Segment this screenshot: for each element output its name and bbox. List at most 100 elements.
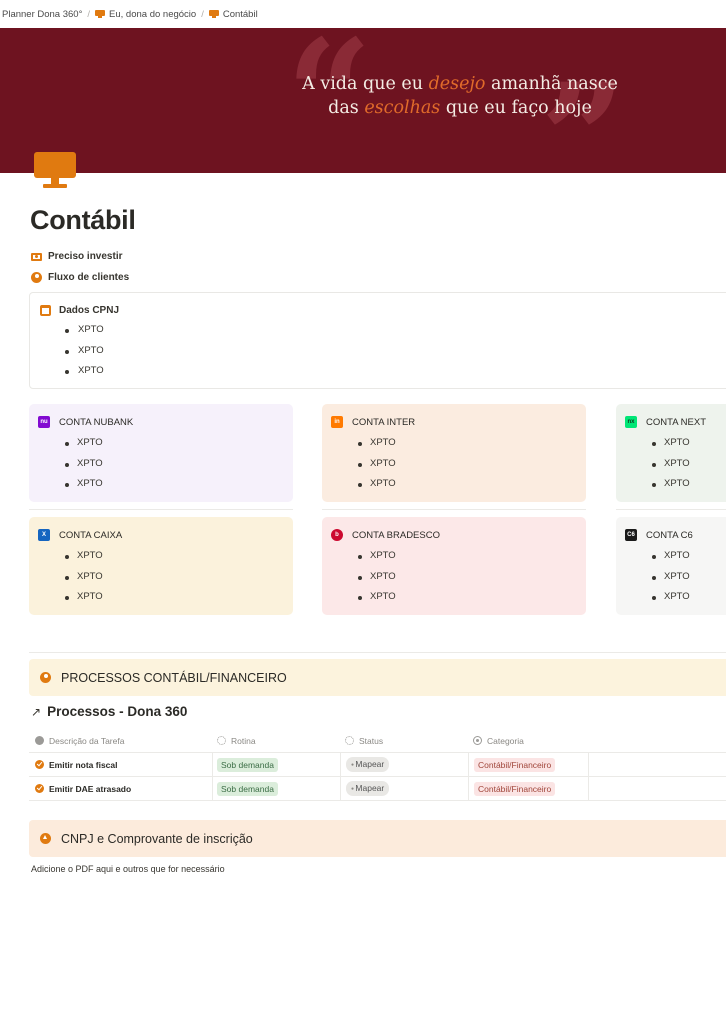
- next-icon: nx: [625, 416, 637, 428]
- page-title: Contábil: [30, 205, 136, 235]
- rotina-tag: Sob demanda: [217, 757, 278, 772]
- card-list: XPTO XPTO XPTO: [331, 433, 586, 495]
- card-next[interactable]: nx CONTA NEXT XPTO XPTO XPTO: [616, 404, 726, 502]
- breadcrumb-separator: /: [87, 8, 91, 20]
- sun-icon: [217, 736, 226, 745]
- upload-icon: [40, 833, 51, 844]
- column-header-rotina[interactable]: Rotina: [212, 729, 340, 752]
- card-title: CONTA NEXT: [646, 416, 706, 428]
- user-icon: [40, 672, 51, 683]
- quote-part: A vida que eu: [302, 74, 429, 94]
- card-nubank[interactable]: nu CONTA NUBANK XPTO XPTO XPTO: [29, 404, 293, 502]
- quote-part: que eu faço hoje: [440, 98, 592, 118]
- list-item: XPTO: [625, 454, 726, 475]
- breadcrumb-item-contabil[interactable]: Contábil: [208, 8, 258, 20]
- column-label: Categoria: [487, 735, 524, 746]
- categoria-tag: Contábil/Financeiro: [474, 781, 556, 796]
- check-circle-icon: [35, 784, 44, 793]
- card-caixa[interactable]: X CONTA CAIXA XPTO XPTO XPTO: [29, 517, 293, 615]
- nubank-icon: nu: [38, 416, 50, 428]
- processos-table: Descrição da Tarefa Rotina Status Catego…: [29, 729, 726, 801]
- list-item: XPTO: [331, 546, 586, 567]
- card-bradesco[interactable]: b CONTA BRADESCO XPTO XPTO XPTO: [322, 517, 586, 615]
- arrow-link-icon: ↗: [31, 704, 42, 719]
- calendar-icon: [40, 305, 51, 316]
- list-item: XPTO: [38, 474, 293, 495]
- loading-icon: [345, 736, 354, 745]
- list-item: XPTO: [38, 567, 293, 588]
- cover-banner: “ ” A vida que eu desejo amanhã nasce da…: [0, 28, 726, 173]
- card-title: CONTA NUBANK: [59, 416, 134, 428]
- card-header: in CONTA INTER: [331, 416, 586, 428]
- breadcrumb-item-planner[interactable]: Planner Dona 360°: [2, 9, 82, 20]
- quote-part: das: [328, 98, 365, 118]
- database-title[interactable]: ↗ Processos - Dona 360: [31, 704, 187, 719]
- list-item: XPTO: [331, 433, 586, 454]
- table-row[interactable]: Emitir nota fiscal Sob demanda Mapear Co…: [29, 753, 726, 777]
- cell-status[interactable]: Mapear: [340, 753, 468, 776]
- callout-title: CNPJ e Comprovante de inscrição: [61, 831, 253, 846]
- processos-callout: PROCESSOS CONTÁBIL/FINANCEIRO: [29, 659, 726, 696]
- money-icon: [31, 251, 42, 262]
- quote-close-icon: ”: [540, 51, 627, 173]
- monitor-icon: [208, 10, 219, 18]
- breadcrumb-separator: /: [201, 8, 204, 20]
- cell-task[interactable]: Emitir nota fiscal: [29, 753, 212, 776]
- list-item: XPTO: [625, 433, 726, 454]
- cnpj-data-box: Dados CPNJ XPTO XPTO XPTO: [29, 292, 726, 389]
- breadcrumb-item-dona[interactable]: Eu, dona do negócio: [95, 9, 196, 20]
- categoria-tag: Contábil/Financeiro: [474, 757, 556, 772]
- column-header-categoria[interactable]: Categoria: [468, 729, 589, 752]
- column-header-descricao[interactable]: Descrição da Tarefa: [29, 729, 212, 752]
- monitor-icon[interactable]: [34, 152, 76, 192]
- target-icon: [473, 736, 482, 745]
- cell-categoria[interactable]: Contábil/Financeiro: [468, 777, 589, 800]
- cell-status[interactable]: Mapear: [340, 777, 468, 800]
- status-badge: Mapear: [346, 781, 390, 796]
- monitor-icon: [95, 10, 106, 18]
- card-title: CONTA BRADESCO: [352, 529, 440, 541]
- card-header: nu CONTA NUBANK: [38, 416, 293, 428]
- breadcrumb-label: Planner Dona 360°: [2, 8, 83, 20]
- list-item: XPTO: [625, 474, 726, 495]
- list-item: XPTO: [625, 546, 726, 567]
- card-list: XPTO XPTO XPTO: [38, 546, 293, 608]
- list-item: XPTO: [625, 567, 726, 588]
- card-list: XPTO XPTO XPTO: [625, 546, 726, 608]
- check-circle-icon: [35, 736, 44, 745]
- card-inter[interactable]: in CONTA INTER XPTO XPTO XPTO: [322, 404, 586, 502]
- card-header: nx CONTA NEXT: [625, 416, 726, 428]
- cnpj-list: XPTO XPTO XPTO: [30, 320, 726, 382]
- quote-open-icon: “: [286, 28, 373, 173]
- card-title: CONTA INTER: [352, 416, 416, 428]
- card-c6[interactable]: C6 CONTA C6 XPTO XPTO XPTO: [616, 517, 726, 615]
- breadcrumb-label: Contábil: [222, 8, 258, 20]
- card-title: CONTA C6: [646, 529, 693, 541]
- link-preciso-investir[interactable]: Preciso investir: [31, 251, 122, 262]
- card-list: XPTO XPTO XPTO: [331, 546, 586, 608]
- table-row[interactable]: Emitir DAE atrasado Sob demanda Mapear C…: [29, 777, 726, 801]
- column-label: Status: [359, 735, 384, 746]
- list-item: XPTO: [331, 567, 586, 588]
- callout-title: PROCESSOS CONTÁBIL/FINANCEIRO: [61, 670, 287, 685]
- cell-categoria[interactable]: Contábil/Financeiro: [468, 753, 589, 776]
- cell-rotina[interactable]: Sob demanda: [212, 753, 340, 776]
- cnpj-box-title: Dados CPNJ: [59, 305, 120, 316]
- note-text: Adicione o PDF aqui e outros que for nec…: [31, 864, 225, 874]
- list-item: XPTO: [30, 341, 726, 362]
- database-title-label: Processos - Dona 360: [47, 704, 188, 719]
- c6-icon: C6: [625, 529, 637, 541]
- status-badge: Mapear: [346, 757, 390, 772]
- column-header-status[interactable]: Status: [340, 729, 468, 752]
- caixa-icon: X: [38, 529, 50, 541]
- column-label: Rotina: [231, 735, 256, 746]
- cell-rotina[interactable]: Sob demanda: [212, 777, 340, 800]
- bradesco-icon: b: [331, 529, 343, 541]
- cell-task[interactable]: Emitir DAE atrasado: [29, 777, 212, 800]
- card-list: XPTO XPTO XPTO: [38, 433, 293, 495]
- list-item: XPTO: [38, 587, 293, 608]
- list-item: XPTO: [331, 587, 586, 608]
- task-label: Emitir DAE atrasado: [49, 783, 132, 794]
- inter-icon: in: [331, 416, 343, 428]
- link-fluxo-clientes[interactable]: Fluxo de clientes: [31, 272, 129, 283]
